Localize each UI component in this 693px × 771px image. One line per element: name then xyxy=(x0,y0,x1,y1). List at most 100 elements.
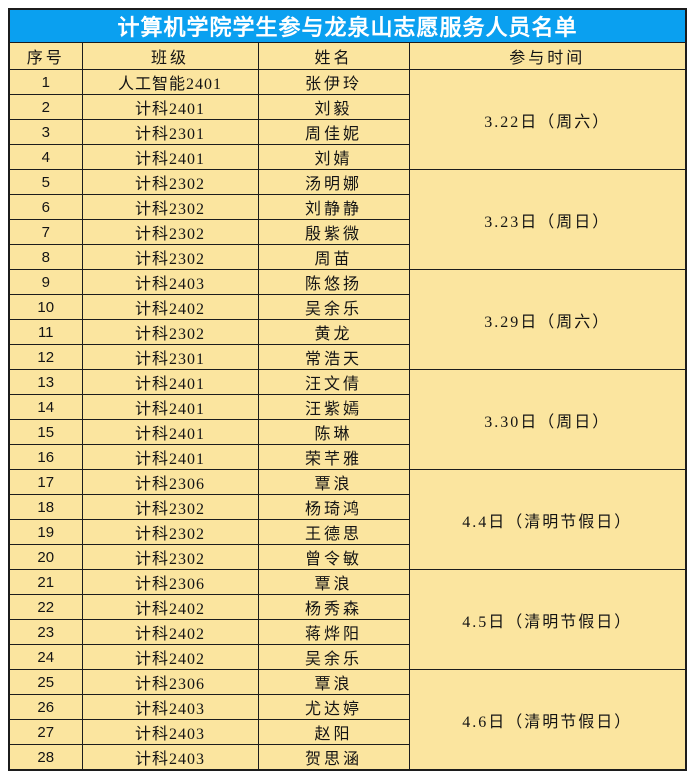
class-cell: 计科2302 xyxy=(81,194,259,220)
table-row: 17 计科2306 覃浪 4.4日（清明节假日） xyxy=(8,469,687,570)
header-row: 序号 班级 姓名 参与时间 xyxy=(8,42,687,70)
table-row: 22 计科2402 杨秀森 xyxy=(8,594,686,620)
name-cell: 赵阳 xyxy=(257,719,410,745)
row-number-cell: 11 xyxy=(8,319,83,345)
table-row: 1 人工智能2401 张伊玲 3.22日（周六） xyxy=(8,69,687,170)
class-cell: 人工智能2401 xyxy=(81,69,259,95)
name-cell: 王德思 xyxy=(257,519,410,545)
name-cell: 吴余乐 xyxy=(257,644,410,670)
table-body: 1 人工智能2401 张伊玲 3.22日（周六） 2 计科2401 刘毅 3 计科2301 周佳妮… xyxy=(8,69,687,771)
table-row: 25 计科2306 覃浪 4.6日（清明节假日） xyxy=(8,669,687,771)
name-cell: 殷紫微 xyxy=(257,219,410,245)
class-cell: 计科2401 xyxy=(81,394,259,420)
row-number-cell: 24 xyxy=(8,644,83,670)
time-cell: 4.4日（清明节假日） xyxy=(408,469,687,570)
row-number-cell: 1 xyxy=(8,69,83,95)
table-row: 6 计科2302 刘静静 xyxy=(8,194,686,220)
name-cell: 杨秀森 xyxy=(257,594,410,620)
class-cell: 计科2306 xyxy=(81,669,259,695)
class-cell: 计科2403 xyxy=(81,694,259,720)
name-cell: 黄龙 xyxy=(257,319,410,345)
table-row: 16 计科2401 荣芊雅 xyxy=(8,444,686,470)
name-cell: 尤达婷 xyxy=(257,694,410,720)
name-cell: 覃浪 xyxy=(257,569,410,595)
table-row: 15 计科2401 陈琳 xyxy=(8,419,686,445)
header-serial-number: 序号 xyxy=(8,42,83,70)
class-cell: 计科2302 xyxy=(81,319,259,345)
class-cell: 计科2402 xyxy=(81,644,259,670)
class-cell: 计科2403 xyxy=(81,744,259,771)
name-cell: 贺思涵 xyxy=(257,744,410,771)
row-number-cell: 25 xyxy=(8,669,83,695)
class-cell: 计科2301 xyxy=(81,119,259,145)
name-cell: 刘毅 xyxy=(257,94,410,120)
volunteer-table: 计算机学院学生参与龙泉山志愿服务人员名单 序号 班级 姓名 参与时间 1 人工智能… xyxy=(8,8,688,771)
title-row: 计算机学院学生参与龙泉山志愿服务人员名单 xyxy=(8,8,687,43)
name-cell: 曾令敏 xyxy=(257,544,410,570)
name-cell: 覃浪 xyxy=(257,669,410,695)
name-cell: 荣芊雅 xyxy=(257,444,410,470)
row-number-cell: 20 xyxy=(8,544,83,570)
class-cell: 计科2302 xyxy=(81,219,259,245)
row-number-cell: 18 xyxy=(8,494,83,520)
name-cell: 周苗 xyxy=(257,244,410,270)
row-number-cell: 3 xyxy=(8,119,83,145)
row-number-cell: 23 xyxy=(8,619,83,645)
time-cell: 3.22日（周六） xyxy=(408,69,687,170)
row-number-cell: 2 xyxy=(8,94,83,120)
row-number-cell: 10 xyxy=(8,294,83,320)
row-number-cell: 26 xyxy=(8,694,83,720)
table-row: 9 计科2403 陈悠扬 3.29日（周六） xyxy=(8,269,687,370)
class-cell: 计科2401 xyxy=(81,419,259,445)
name-cell: 汪文倩 xyxy=(257,369,410,395)
class-cell: 计科2306 xyxy=(81,569,259,595)
volunteer-roster-sheet: 计算机学院学生参与龙泉山志愿服务人员名单 序号 班级 姓名 参与时间 1 人工智能… xyxy=(8,8,688,771)
table-row: 11 计科2302 黄龙 xyxy=(8,319,686,345)
class-cell: 计科2302 xyxy=(81,494,259,520)
name-cell: 杨琦鸿 xyxy=(257,494,410,520)
table-row: 3 计科2301 周佳妮 xyxy=(8,119,686,145)
table-row: 13 计科2401 汪文倩 3.30日（周日） xyxy=(8,369,687,470)
class-cell: 计科2403 xyxy=(81,719,259,745)
table-row: 18 计科2302 杨琦鸿 xyxy=(8,494,686,520)
table-row: 24 计科2402 吴余乐 xyxy=(8,644,686,670)
name-cell: 张伊玲 xyxy=(257,69,410,95)
class-cell: 计科2403 xyxy=(81,269,259,295)
table-row: 19 计科2302 王德思 xyxy=(8,519,686,545)
name-cell: 覃浪 xyxy=(257,469,410,495)
class-cell: 计科2302 xyxy=(81,169,259,195)
name-cell: 常浩天 xyxy=(257,344,410,370)
row-number-cell: 7 xyxy=(8,219,83,245)
header-participation-time: 参与时间 xyxy=(408,42,687,70)
row-number-cell: 6 xyxy=(8,194,83,220)
table-row: 10 计科2402 吴余乐 xyxy=(8,294,686,320)
row-number-cell: 8 xyxy=(8,244,83,270)
row-number-cell: 16 xyxy=(8,444,83,470)
row-number-cell: 13 xyxy=(8,369,83,395)
name-cell: 汤明娜 xyxy=(257,169,410,195)
time-cell: 3.23日（周日） xyxy=(408,169,687,270)
row-number-cell: 14 xyxy=(8,394,83,420)
class-cell: 计科2302 xyxy=(81,244,259,270)
row-number-cell: 9 xyxy=(8,269,83,295)
time-cell: 4.5日（清明节假日） xyxy=(408,569,687,670)
table-row: 4 计科2401 刘婧 xyxy=(8,144,686,170)
name-cell: 刘婧 xyxy=(257,144,410,170)
header-class: 班级 xyxy=(81,42,259,70)
header-name: 姓名 xyxy=(257,42,410,70)
name-cell: 汪紫嫣 xyxy=(257,394,410,420)
row-number-cell: 28 xyxy=(8,744,83,771)
row-number-cell: 27 xyxy=(8,719,83,745)
class-cell: 计科2401 xyxy=(81,444,259,470)
name-cell: 陈悠扬 xyxy=(257,269,410,295)
name-cell: 吴余乐 xyxy=(257,294,410,320)
row-number-cell: 12 xyxy=(8,344,83,370)
row-number-cell: 22 xyxy=(8,594,83,620)
name-cell: 陈琳 xyxy=(257,419,410,445)
class-cell: 计科2402 xyxy=(81,294,259,320)
time-cell: 3.30日（周日） xyxy=(408,369,687,470)
row-number-cell: 21 xyxy=(8,569,83,595)
class-cell: 计科2402 xyxy=(81,619,259,645)
name-cell: 刘静静 xyxy=(257,194,410,220)
row-number-cell: 4 xyxy=(8,144,83,170)
